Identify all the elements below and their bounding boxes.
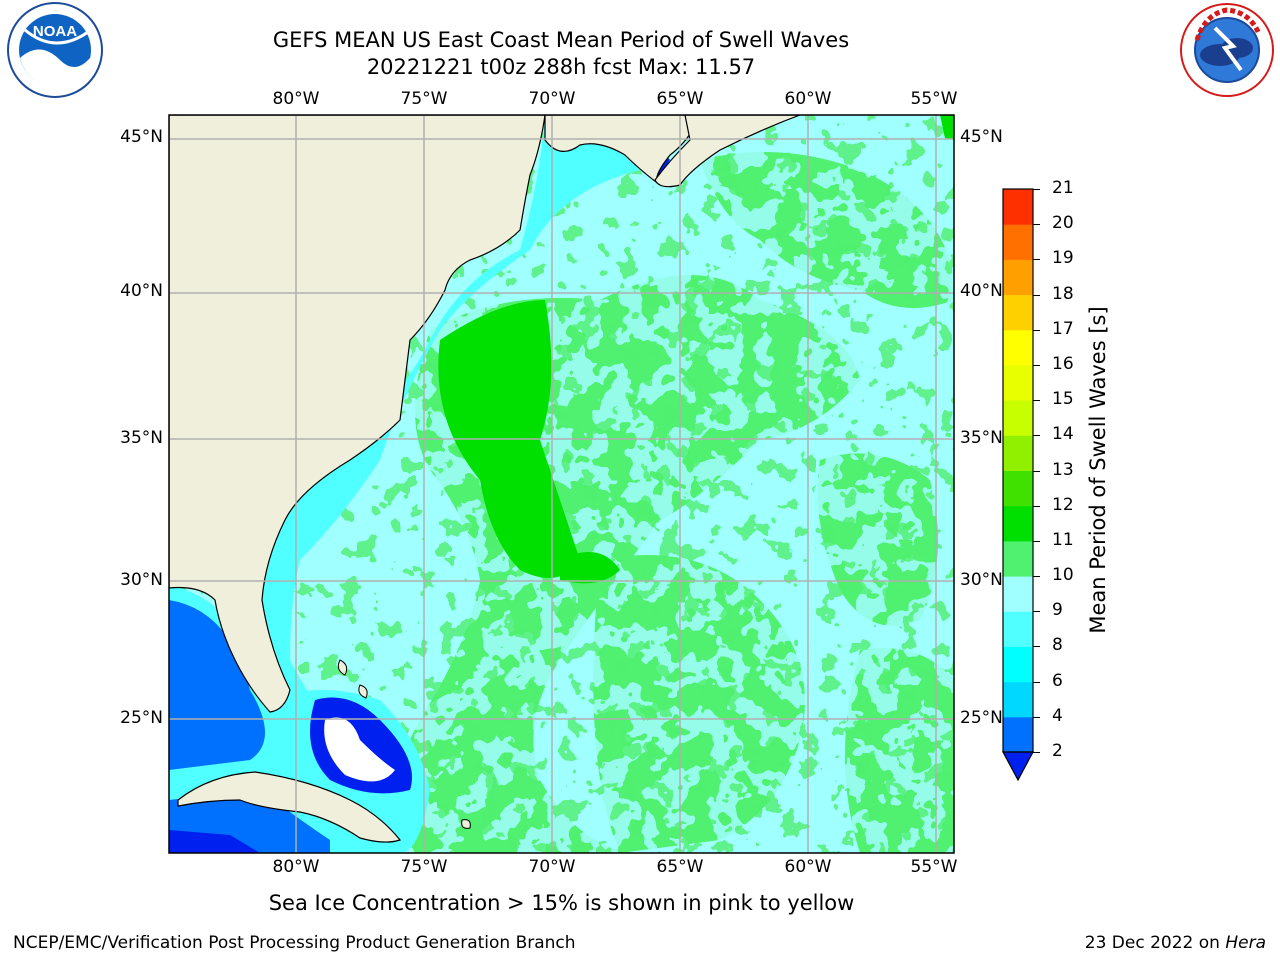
colorbar-band	[1003, 224, 1033, 260]
lon-label-top: 75°W	[400, 89, 448, 109]
colorbar-tick-mark	[1033, 364, 1040, 366]
lon-label-bottom: 80°W	[272, 857, 320, 877]
colorbar-band	[1003, 294, 1033, 331]
lat-label-left: 45°N	[120, 127, 163, 147]
bahamas-bank	[324, 717, 395, 782]
colorbar-tick-mark	[1033, 576, 1040, 578]
colorbar-band	[1003, 470, 1033, 507]
colorbar-band	[1003, 611, 1033, 647]
colorbar-band	[1003, 400, 1033, 436]
nws-logo	[1180, 3, 1274, 97]
cuba-land	[177, 771, 402, 843]
bahamas-island	[337, 659, 348, 676]
colorbar-tick-label: 2	[1052, 741, 1063, 761]
swell-zone-10-11	[940, 115, 954, 140]
lon-label-bottom: 75°W	[400, 857, 448, 877]
lon-label-top: 55°W	[910, 89, 958, 109]
colorbar-label: Mean Period of Swell Waves [s]	[1086, 306, 1110, 634]
lon-label-bottom: 65°W	[656, 857, 704, 877]
colorbar-band	[1003, 716, 1033, 753]
colorbar-tick-mark	[1033, 400, 1040, 402]
lat-label-left: 40°N	[120, 281, 163, 301]
graticule	[169, 115, 954, 853]
colorbar-band	[1003, 540, 1033, 577]
date-stamp: 23 Dec 2022 on Hera	[1085, 933, 1266, 953]
colorbar-tick-label: 20	[1052, 213, 1074, 234]
colorbar-tick-mark	[1033, 716, 1040, 718]
colorbar-tick-label: 9	[1052, 600, 1063, 621]
colorbar-band	[1003, 329, 1033, 366]
colorbar-tick-mark	[1033, 470, 1040, 472]
noaa-logo: NOAA	[7, 2, 103, 98]
svg-text:NOAA: NOAA	[33, 23, 77, 40]
map-title: GEFS MEAN US East Coast Mean Period of S…	[272, 28, 850, 52]
map-frame	[168, 114, 955, 854]
colorbar-tick-label: 16	[1052, 353, 1074, 374]
colorbar-tick-mark	[1033, 611, 1040, 613]
lon-label-top: 80°W	[272, 89, 320, 109]
colorbar-tick-mark	[1033, 259, 1040, 261]
colorbar-tick-label: 15	[1052, 389, 1074, 410]
colorbar-band	[1003, 364, 1033, 401]
lon-label-top: 65°W	[656, 89, 704, 109]
colorbar-band	[1003, 681, 1033, 718]
colorbar-tick-label: 17	[1052, 318, 1074, 339]
us-east-coast-land	[169, 115, 546, 713]
colorbar-band	[1003, 505, 1033, 542]
colorbar-tick-mark	[1033, 435, 1040, 437]
lat-label-right: 25°N	[960, 708, 1003, 728]
lon-label-bottom: 55°W	[910, 857, 958, 877]
colorbar-tick-label: 10	[1052, 565, 1074, 586]
colorbar-tick-label: 8	[1052, 635, 1063, 656]
date-text: 23 Dec 2022 on	[1084, 933, 1226, 953]
canada-maritimes-land	[544, 115, 701, 186]
colorbar-band	[1003, 259, 1033, 296]
hispaniola-fragment	[461, 819, 471, 829]
lat-label-right: 40°N	[960, 281, 1003, 301]
colorbar-tick-label: 19	[1052, 248, 1074, 269]
colorbar-tick-mark	[1033, 294, 1040, 296]
lon-label-bottom: 70°W	[528, 857, 576, 877]
colorbar-band	[1003, 576, 1033, 612]
colorbar-tick-label: 21	[1052, 178, 1074, 198]
lat-label-right: 30°N	[960, 570, 1003, 590]
swell-zone-10-11	[560, 552, 620, 584]
colorbar-tick-label: 12	[1052, 494, 1074, 515]
colorbar-tick-mark	[1033, 540, 1040, 542]
swell-zone-2-4	[169, 600, 265, 770]
colorbar-tick-mark	[1033, 646, 1040, 648]
colorbar-extend-triangle	[1001, 751, 1035, 782]
colorbar-band	[1003, 435, 1033, 471]
lon-label-top: 70°W	[528, 89, 576, 109]
credit-line: NCEP/EMC/Verification Post Processing Pr…	[13, 933, 576, 953]
machine-name: Hera	[1225, 933, 1266, 953]
colorbar-tick-label: 14	[1052, 424, 1074, 445]
colorbar-tick-label: 11	[1052, 529, 1074, 550]
colorbar-band	[1003, 646, 1033, 683]
colorbar-tick-mark	[1033, 752, 1040, 753]
lat-label-left: 30°N	[120, 570, 163, 590]
sea-ice-note: Sea Ice Concentration > 15% is shown in …	[268, 891, 855, 915]
colorbar-tick-mark	[1033, 189, 1040, 190]
colorbar-tick-label: 18	[1052, 283, 1074, 304]
colorbar-band	[1003, 189, 1033, 225]
lat-label-right: 35°N	[960, 428, 1003, 448]
lat-label-right: 45°N	[960, 127, 1003, 147]
lat-label-left: 25°N	[120, 708, 163, 728]
colorbar-tick-mark	[1033, 329, 1040, 331]
colorbar-tick-label: 4	[1052, 705, 1063, 726]
colorbar-tick-mark	[1033, 224, 1040, 226]
bahamas-island	[358, 684, 368, 699]
colorbar-tick-mark	[1033, 681, 1040, 683]
colorbar-tick-label: 13	[1052, 459, 1074, 480]
lon-label-bottom: 60°W	[784, 857, 832, 877]
map-subtitle: 20221221 t00z 288h fcst Max: 11.57	[366, 55, 756, 79]
swell-zone-lt-2	[169, 830, 260, 853]
colorbar-tick-mark	[1033, 505, 1040, 507]
lat-label-left: 35°N	[120, 428, 163, 448]
lon-label-top: 60°W	[784, 89, 832, 109]
colorbar-tick-label: 6	[1052, 670, 1063, 691]
colorbar	[1001, 188, 1035, 782]
